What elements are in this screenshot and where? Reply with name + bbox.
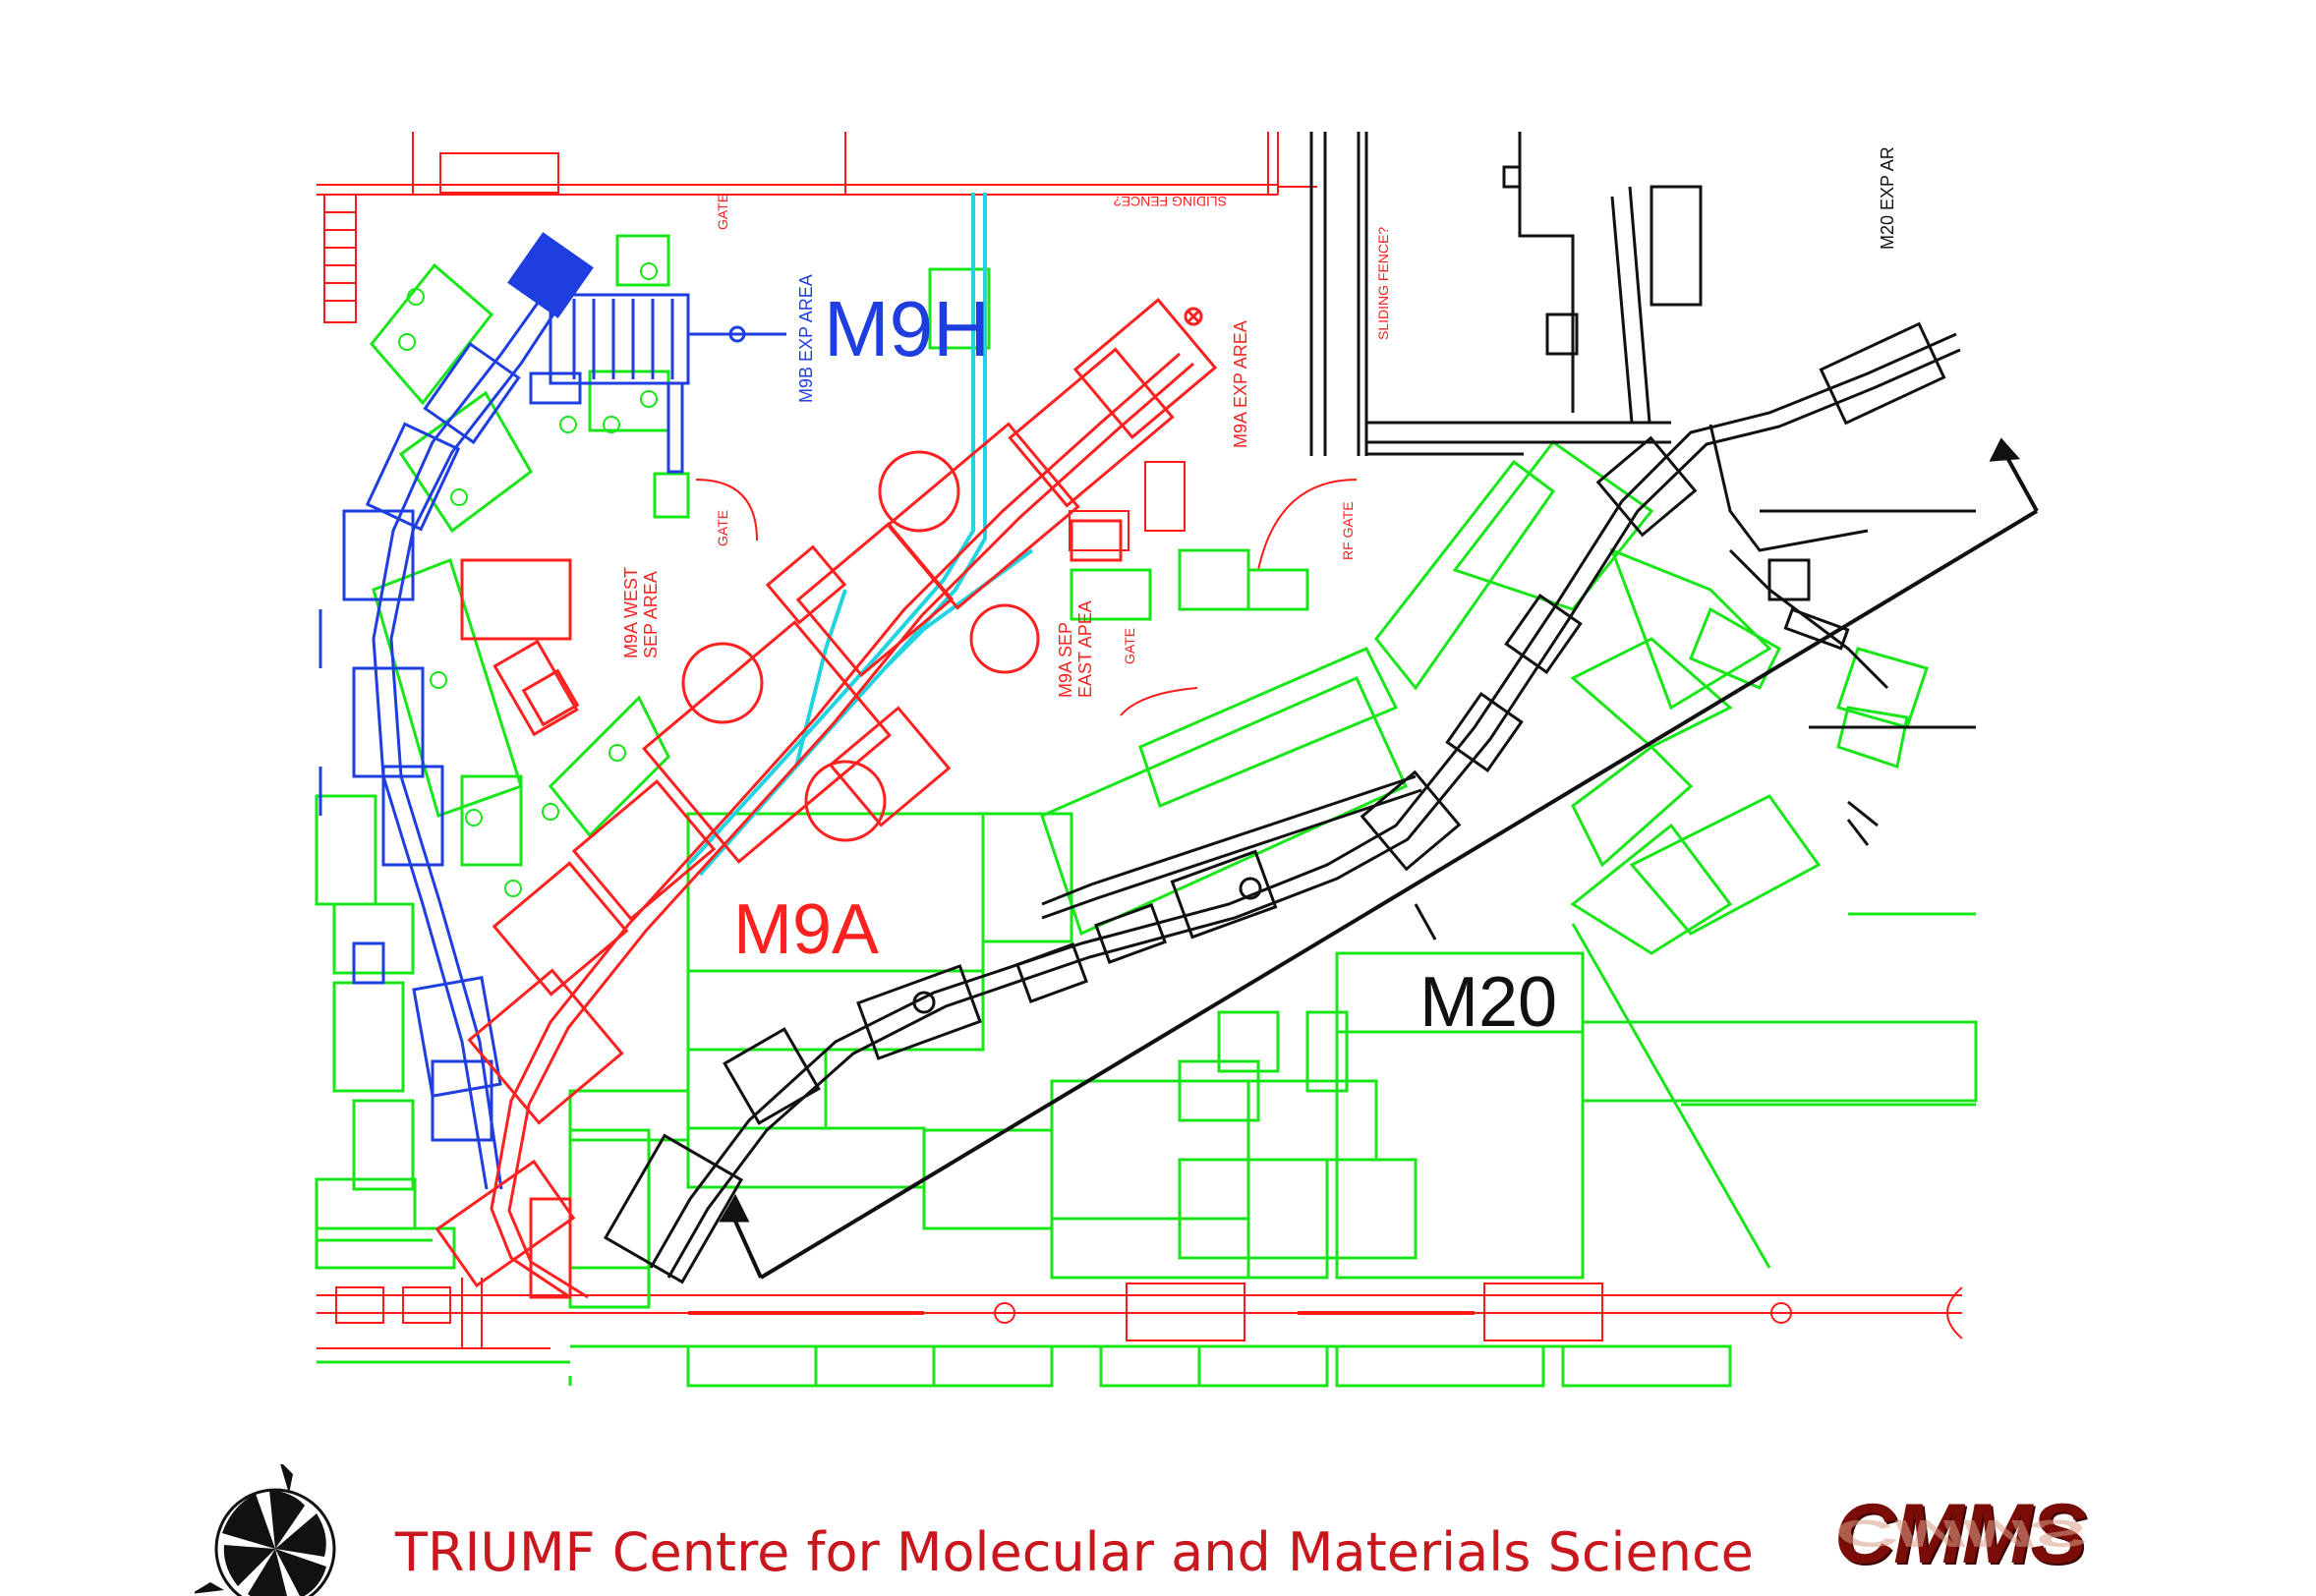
m20-beamline bbox=[603, 132, 2039, 1284]
cmms-logo-text: CMMS bbox=[1834, 1487, 2087, 1581]
label-m9a-west-sep-line2: SEP AREA bbox=[641, 571, 661, 658]
cmms-logo: CMMS CMMS bbox=[1834, 1486, 2129, 1596]
cmms-logo-reflection: CMMS bbox=[1834, 1511, 2085, 1555]
footer-title: TRIUMF Centre for Molecular and Material… bbox=[395, 1521, 1754, 1583]
m9a-beamline bbox=[434, 298, 1218, 1299]
area-markers bbox=[398, 262, 658, 897]
label-m9h: M9H bbox=[824, 285, 990, 372]
label-sliding-fence-side: SLIDING FENCE? bbox=[1375, 227, 1391, 340]
label-m9a-exp-area: M9A EXP AREA bbox=[1231, 320, 1250, 448]
label-m9a-sep-east-line2: EAST APEA bbox=[1075, 600, 1095, 698]
triumf-logo bbox=[195, 1464, 336, 1596]
label-m20: M20 bbox=[1419, 963, 1557, 1042]
area-blocks bbox=[315, 234, 1978, 1388]
label-m20-exp-area: M20 EXP AR bbox=[1878, 146, 1897, 250]
label-gate-top: GATE bbox=[715, 194, 730, 230]
m9h-beamline bbox=[318, 232, 786, 1190]
label-m9a-west-sep-line1: M9A WEST bbox=[621, 567, 641, 658]
building-walls bbox=[317, 132, 1963, 1349]
label-gate-mid: GATE bbox=[715, 510, 730, 546]
label-m9a-sep-east-line1: M9A SEP bbox=[1056, 622, 1075, 698]
label-m9b-exp-area: M9B EXP AREA bbox=[796, 274, 816, 403]
label-gate-east: GATE bbox=[1122, 628, 1137, 664]
label-m9a: M9A bbox=[733, 890, 879, 969]
label-sliding-fence-top: SLIDING FENCE? bbox=[1114, 194, 1227, 209]
label-rf-gate: RF GATE bbox=[1340, 501, 1356, 560]
